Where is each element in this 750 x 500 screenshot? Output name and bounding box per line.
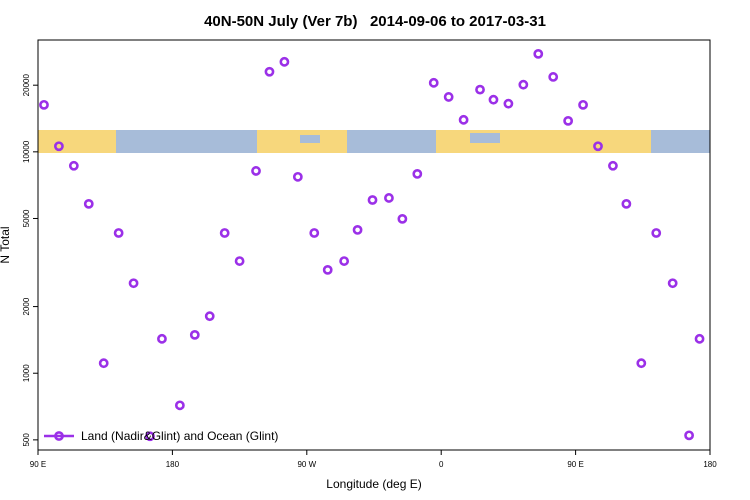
x-tick-label: 180 xyxy=(166,460,180,469)
point xyxy=(204,311,215,322)
point xyxy=(98,358,109,369)
point xyxy=(563,115,574,126)
point xyxy=(352,225,363,235)
point xyxy=(443,92,454,102)
point xyxy=(578,99,588,110)
point xyxy=(264,66,275,77)
y-tick-label: 10000 xyxy=(22,140,31,163)
point xyxy=(533,48,544,59)
map-band xyxy=(38,130,710,153)
point xyxy=(667,278,678,289)
point xyxy=(309,228,320,238)
y-tick-label: 500 xyxy=(22,433,31,447)
legend-label: Land (Nadir&Glint) and Ocean (Glint) xyxy=(81,429,278,443)
point xyxy=(608,160,618,171)
point xyxy=(279,56,290,67)
point xyxy=(128,278,139,289)
y-tick-label: 20000 xyxy=(22,74,31,97)
point xyxy=(636,358,647,369)
point xyxy=(251,166,261,176)
point xyxy=(428,77,439,88)
point xyxy=(475,84,485,95)
point xyxy=(458,114,469,125)
y-tick-label: 2000 xyxy=(22,297,31,315)
x-tick-label: 90 W xyxy=(297,460,316,469)
point xyxy=(189,329,200,340)
point xyxy=(488,94,499,105)
point xyxy=(548,72,559,82)
land xyxy=(38,130,116,153)
point xyxy=(83,198,94,209)
point xyxy=(68,160,79,171)
point xyxy=(113,228,124,238)
chart-title: 40N-50N July (Ver 7b) 2014-09-06 to 2017… xyxy=(204,13,546,30)
x-tick-label: 90 E xyxy=(567,460,583,469)
point xyxy=(412,168,423,179)
land xyxy=(436,130,651,153)
x-axis-label: Longitude (deg E) xyxy=(326,477,421,491)
point xyxy=(367,195,378,205)
point xyxy=(593,141,603,152)
point xyxy=(157,333,167,344)
y-tick-label: 1000 xyxy=(22,364,31,382)
point xyxy=(397,213,408,224)
x-tick-label: 90 E xyxy=(30,460,46,469)
point xyxy=(219,228,230,238)
point xyxy=(174,400,185,411)
point xyxy=(384,193,394,203)
point xyxy=(292,171,303,182)
legend-marker xyxy=(54,431,64,441)
point xyxy=(322,264,333,275)
sea xyxy=(470,133,500,143)
point xyxy=(339,256,350,266)
y-tick-label: 5000 xyxy=(22,209,31,227)
point xyxy=(518,79,529,90)
plot-frame xyxy=(37,39,711,451)
point xyxy=(54,141,64,152)
lake xyxy=(300,135,320,143)
point xyxy=(651,228,662,238)
x-tick-label: 0 xyxy=(439,460,444,469)
point xyxy=(694,333,705,344)
point xyxy=(234,256,245,266)
point xyxy=(621,198,632,209)
point xyxy=(503,98,514,109)
x-tick-label: 180 xyxy=(703,460,717,469)
point xyxy=(684,430,694,441)
point xyxy=(39,99,49,110)
point xyxy=(145,431,155,442)
y-axis-label: N Total xyxy=(0,226,12,263)
